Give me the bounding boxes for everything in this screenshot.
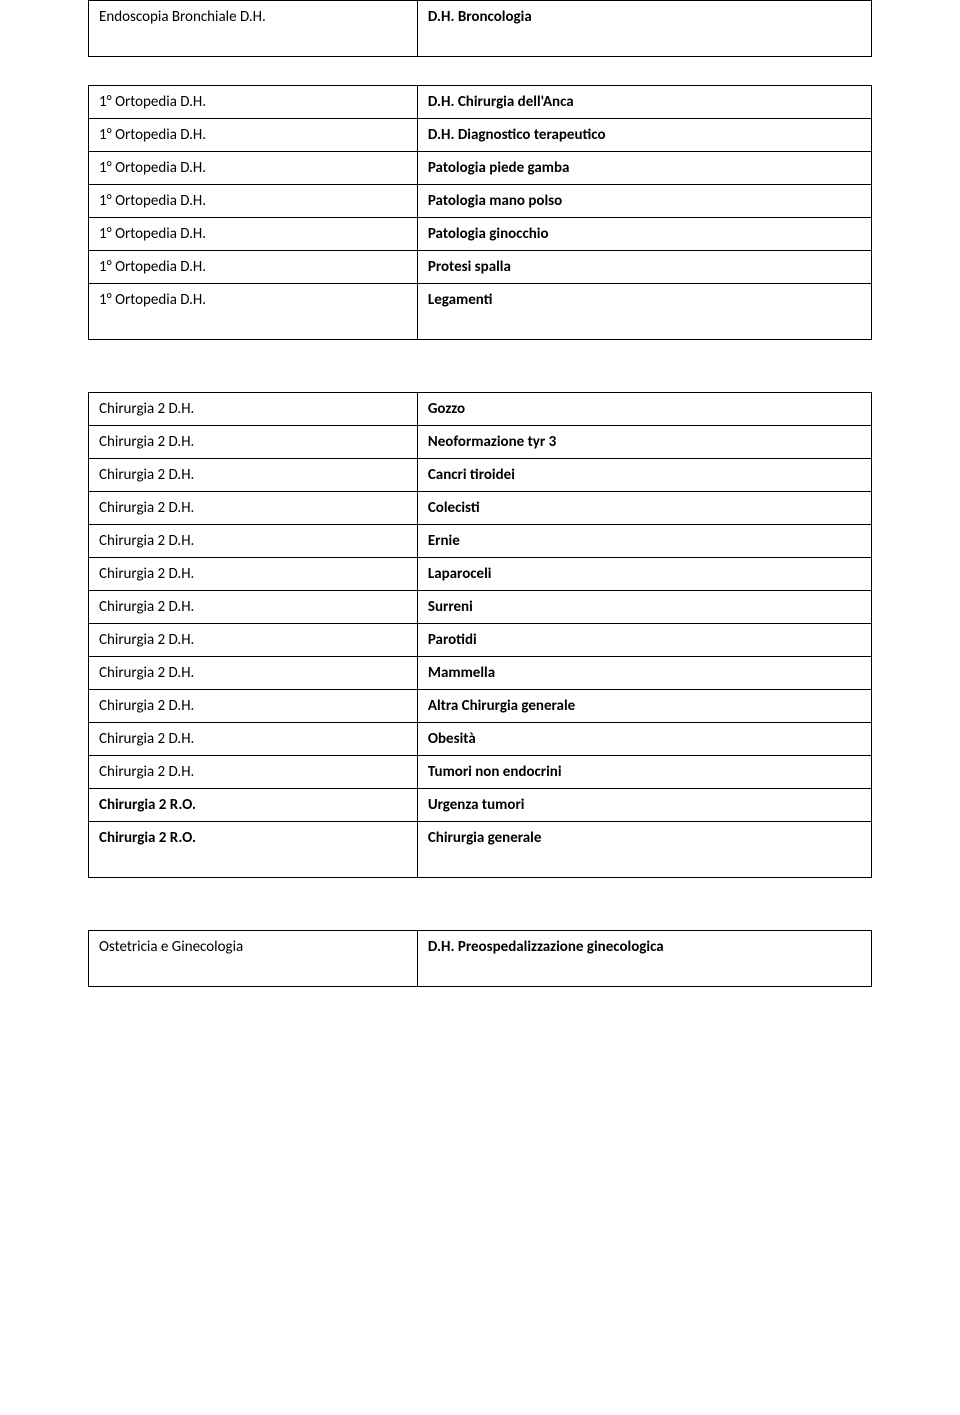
table-row: 1° Ortopedia D.H. Patologia mano polso (89, 185, 872, 218)
table-chirurgia: Chirurgia 2 D.H. Gozzo Chirurgia 2 D.H. … (88, 392, 872, 878)
table-ostetricia: Ostetricia e Ginecologia D.H. Preospedal… (88, 930, 872, 987)
cell-left: Chirurgia 2 D.H. (89, 756, 418, 789)
cell-right: D.H. Diagnostico terapeutico (417, 119, 871, 152)
cell-left: Chirurgia 2 D.H. (89, 723, 418, 756)
cell-left-text: Chirurgia 2 R.O. (99, 796, 196, 814)
table-row: 1° Ortopedia D.H. D.H. Diagnostico terap… (89, 119, 872, 152)
cell-left: Chirurgia 2 D.H. (89, 624, 418, 657)
cell-left: 1° Ortopedia D.H. (89, 218, 418, 251)
table-row: Chirurgia 2 D.H. Colecisti (89, 492, 872, 525)
table-row: Endoscopia Bronchiale D.H. D.H. Broncolo… (89, 1, 872, 57)
table-row: Chirurgia 2 D.H. Neoformazione tyr 3 (89, 426, 872, 459)
table-row: 1° Ortopedia D.H. Patologia ginocchio (89, 218, 872, 251)
cell-right: Patologia piede gamba (417, 152, 871, 185)
cell-right: Obesità (417, 723, 871, 756)
cell-right: D.H. Broncologia (417, 1, 871, 57)
table-row: 1° Ortopedia D.H. Protesi spalla (89, 251, 872, 284)
cell-right: Colecisti (417, 492, 871, 525)
table-row: Chirurgia 2 D.H. Tumori non endocrini (89, 756, 872, 789)
cell-right: Chirurgia generale (417, 822, 871, 878)
spacer (88, 878, 872, 930)
cell-left: Chirurgia 2 D.H. (89, 525, 418, 558)
table-row: Chirurgia 2 D.H. Cancri tiroidei (89, 459, 872, 492)
table-row: Chirurgia 2 D.H. Obesità (89, 723, 872, 756)
cell-left: Chirurgia 2 D.H. (89, 492, 418, 525)
cell-left: Chirurgia 2 D.H. (89, 459, 418, 492)
cell-right: Laparoceli (417, 558, 871, 591)
cell-right: Mammella (417, 657, 871, 690)
table-endoscopia: Endoscopia Bronchiale D.H. D.H. Broncolo… (88, 0, 872, 57)
table-row: Ostetricia e Ginecologia D.H. Preospedal… (89, 931, 872, 987)
cell-left: Chirurgia 2 D.H. (89, 393, 418, 426)
cell-right: Patologia ginocchio (417, 218, 871, 251)
cell-right: Urgenza tumori (417, 789, 871, 822)
spacer (88, 340, 872, 392)
cell-right: Altra Chirurgia generale (417, 690, 871, 723)
cell-left: 1° Ortopedia D.H. (89, 251, 418, 284)
cell-right: Cancri tiroidei (417, 459, 871, 492)
cell-left: Ostetricia e Ginecologia (89, 931, 418, 987)
cell-left: Chirurgia 2 D.H. (89, 591, 418, 624)
cell-left: Chirurgia 2 R.O. (89, 789, 418, 822)
table-row: Chirurgia 2 D.H. Mammella (89, 657, 872, 690)
cell-right: Protesi spalla (417, 251, 871, 284)
cell-right: Surreni (417, 591, 871, 624)
table-row: Chirurgia 2 R.O. Chirurgia generale (89, 822, 872, 878)
table-row: Chirurgia 2 D.H. Parotidi (89, 624, 872, 657)
cell-right: Tumori non endocrini (417, 756, 871, 789)
table-row: Chirurgia 2 D.H. Ernie (89, 525, 872, 558)
cell-left: 1° Ortopedia D.H. (89, 152, 418, 185)
table-row: 1° Ortopedia D.H. D.H. Chirurgia dell'An… (89, 86, 872, 119)
cell-right: Parotidi (417, 624, 871, 657)
table-row: Chirurgia 2 D.H. Altra Chirurgia general… (89, 690, 872, 723)
cell-left: Chirurgia 2 D.H. (89, 657, 418, 690)
table-row: Chirurgia 2 D.H. Surreni (89, 591, 872, 624)
cell-left: Chirurgia 2 D.H. (89, 426, 418, 459)
cell-left: 1° Ortopedia D.H. (89, 284, 418, 340)
table-row: Chirurgia 2 D.H. Gozzo (89, 393, 872, 426)
cell-left: Chirurgia 2 D.H. (89, 558, 418, 591)
table-row: Chirurgia 2 R.O. Urgenza tumori (89, 789, 872, 822)
table-ortopedia: 1° Ortopedia D.H. D.H. Chirurgia dell'An… (88, 85, 872, 340)
cell-left: 1° Ortopedia D.H. (89, 185, 418, 218)
cell-right: Legamenti (417, 284, 871, 340)
cell-left: Chirurgia 2 D.H. (89, 690, 418, 723)
cell-left: 1° Ortopedia D.H. (89, 119, 418, 152)
cell-right: Patologia mano polso (417, 185, 871, 218)
cell-right: Gozzo (417, 393, 871, 426)
cell-right: Neoformazione tyr 3 (417, 426, 871, 459)
cell-right: D.H. Chirurgia dell'Anca (417, 86, 871, 119)
table-row: 1° Ortopedia D.H. Patologia piede gamba (89, 152, 872, 185)
cell-left-text: Chirurgia 2 R.O. (99, 829, 196, 847)
cell-right: Ernie (417, 525, 871, 558)
document-page: Endoscopia Bronchiale D.H. D.H. Broncolo… (0, 0, 960, 1027)
spacer (88, 57, 872, 85)
table-row: 1° Ortopedia D.H. Legamenti (89, 284, 872, 340)
cell-left: 1° Ortopedia D.H. (89, 86, 418, 119)
table-row: Chirurgia 2 D.H. Laparoceli (89, 558, 872, 591)
cell-left: Chirurgia 2 R.O. (89, 822, 418, 878)
cell-left: Endoscopia Bronchiale D.H. (89, 1, 418, 57)
cell-right: D.H. Preospedalizzazione ginecologica (417, 931, 871, 987)
